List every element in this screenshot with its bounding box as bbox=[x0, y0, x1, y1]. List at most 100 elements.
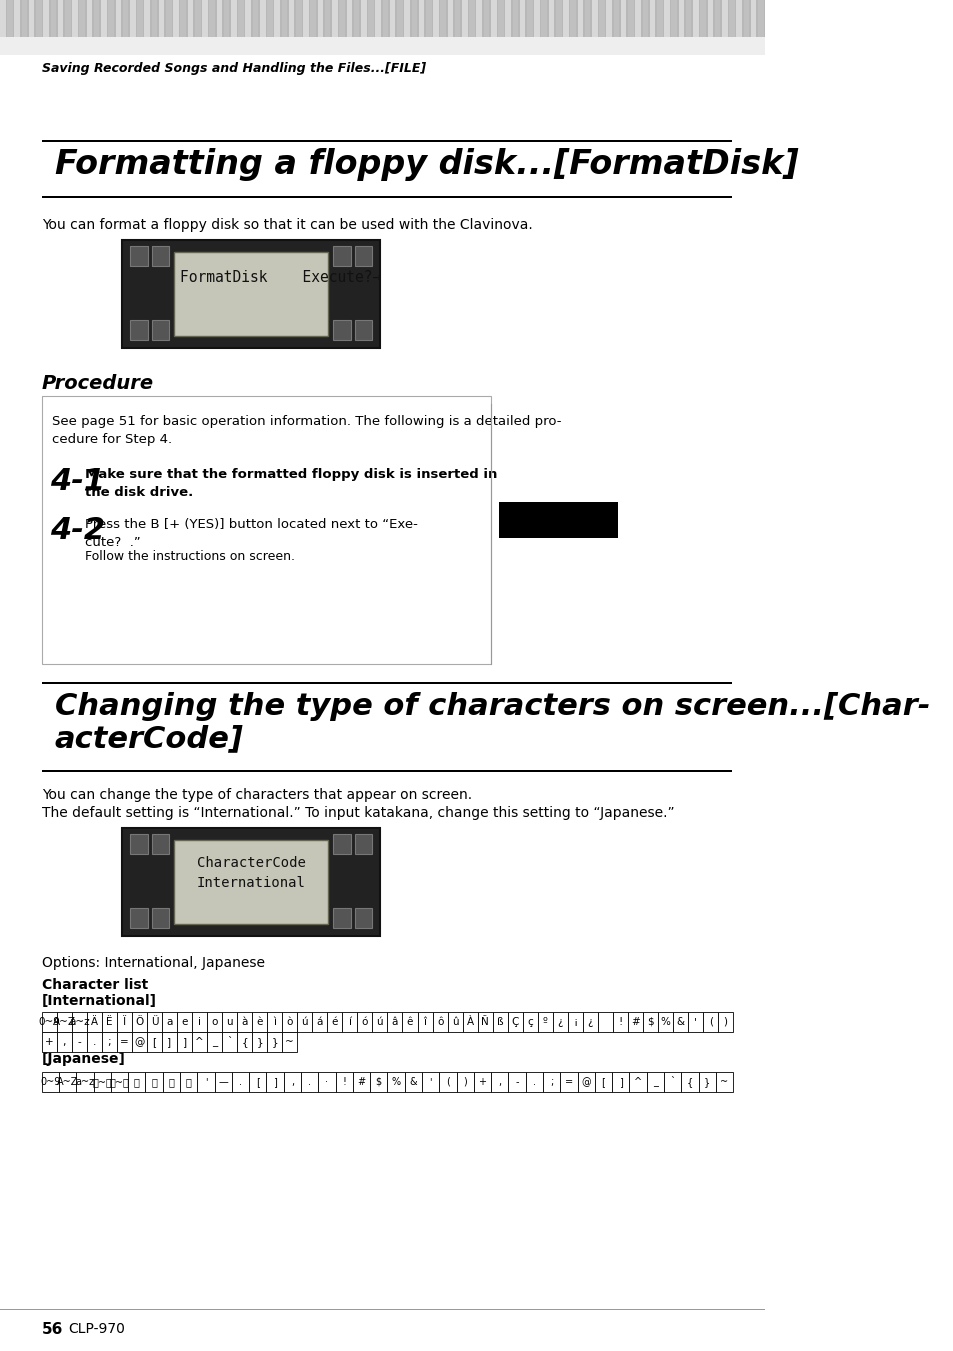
Bar bbox=[295, 0, 301, 47]
Text: ': ' bbox=[205, 1077, 207, 1088]
Text: ó: ó bbox=[361, 1017, 368, 1027]
Bar bbox=[327, 1012, 342, 1032]
Text: {: { bbox=[686, 1077, 693, 1088]
Bar bbox=[59, 1071, 76, 1092]
Bar bbox=[137, 0, 143, 47]
Bar bbox=[678, 0, 683, 47]
Bar bbox=[612, 1012, 627, 1032]
Bar bbox=[253, 0, 258, 47]
Bar bbox=[700, 0, 705, 47]
Bar bbox=[736, 0, 741, 47]
Bar bbox=[144, 0, 150, 47]
Bar bbox=[577, 1071, 595, 1092]
Bar bbox=[173, 0, 179, 47]
Text: Formatting a floppy disk...[FormatDisk]: Formatting a floppy disk...[FormatDisk] bbox=[54, 149, 798, 181]
Bar bbox=[355, 246, 372, 266]
Text: a~z: a~z bbox=[69, 1017, 90, 1027]
Text: ;: ; bbox=[108, 1038, 112, 1047]
Bar bbox=[387, 1012, 402, 1032]
Bar bbox=[433, 0, 438, 47]
Bar bbox=[721, 0, 727, 47]
Text: +: + bbox=[358, 326, 368, 335]
Bar bbox=[130, 320, 148, 340]
Bar bbox=[425, 0, 431, 47]
Bar bbox=[461, 0, 467, 47]
Bar bbox=[310, 0, 315, 47]
Bar bbox=[567, 1012, 582, 1032]
Bar bbox=[36, 0, 42, 47]
Bar bbox=[317, 0, 323, 47]
Text: ': ' bbox=[694, 1017, 697, 1027]
Bar bbox=[147, 1032, 162, 1052]
Bar bbox=[390, 0, 395, 47]
Text: ,: , bbox=[497, 1077, 501, 1088]
Text: _: _ bbox=[652, 1077, 658, 1088]
Text: Procedure: Procedure bbox=[42, 374, 153, 393]
Bar bbox=[411, 0, 416, 47]
Bar bbox=[128, 1071, 145, 1092]
Text: }: } bbox=[271, 1038, 277, 1047]
Bar bbox=[758, 0, 762, 47]
Bar bbox=[368, 0, 374, 47]
Text: =: = bbox=[564, 1077, 573, 1088]
Bar bbox=[552, 1012, 567, 1032]
Text: −: − bbox=[336, 913, 346, 923]
Text: }: } bbox=[703, 1077, 710, 1088]
Bar bbox=[214, 1071, 232, 1092]
Text: º: º bbox=[542, 1017, 547, 1027]
Text: À: À bbox=[466, 1017, 474, 1027]
Bar bbox=[65, 0, 71, 47]
Text: +: + bbox=[45, 1038, 53, 1047]
Text: #: # bbox=[357, 1077, 365, 1088]
Bar bbox=[93, 1071, 111, 1092]
Text: Ö: Ö bbox=[135, 1017, 143, 1027]
Bar bbox=[42, 770, 731, 771]
Text: [International]: [International] bbox=[42, 994, 156, 1008]
Text: -: - bbox=[77, 1038, 81, 1047]
Bar bbox=[14, 0, 20, 47]
Bar bbox=[303, 0, 309, 47]
Bar bbox=[56, 1012, 71, 1032]
Text: ¿: ¿ bbox=[587, 1017, 593, 1027]
Text: #: # bbox=[631, 1017, 639, 1027]
Text: You can change the type of characters that appear on screen.: You can change the type of characters th… bbox=[42, 788, 472, 802]
Bar bbox=[742, 0, 748, 47]
Bar bbox=[238, 0, 244, 47]
Text: ア~ン: ア~ン bbox=[92, 1077, 112, 1088]
Text: í: í bbox=[348, 1017, 351, 1027]
Text: é: é bbox=[332, 1017, 337, 1027]
Bar bbox=[584, 0, 590, 47]
Text: ¡: ¡ bbox=[573, 1017, 577, 1027]
Bar bbox=[354, 0, 359, 47]
Text: &: & bbox=[676, 1017, 684, 1027]
Bar bbox=[620, 0, 626, 47]
Bar bbox=[87, 1032, 102, 1052]
Text: A~Z: A~Z bbox=[57, 1077, 78, 1088]
Bar bbox=[370, 1071, 387, 1092]
Bar bbox=[163, 1071, 180, 1092]
Bar bbox=[375, 0, 380, 47]
Text: î: î bbox=[423, 1017, 426, 1027]
Text: ~: ~ bbox=[285, 1038, 294, 1047]
Bar bbox=[252, 1032, 267, 1052]
Bar bbox=[266, 1071, 283, 1092]
Bar bbox=[635, 0, 640, 47]
Text: `: ` bbox=[227, 1038, 232, 1047]
Bar bbox=[29, 0, 34, 47]
Bar bbox=[685, 0, 691, 47]
Bar bbox=[267, 1012, 282, 1032]
Text: [Japanese]: [Japanese] bbox=[42, 1052, 126, 1066]
Bar bbox=[418, 0, 424, 47]
Bar bbox=[252, 1012, 267, 1032]
Bar bbox=[245, 0, 251, 47]
Bar bbox=[132, 1012, 147, 1032]
Bar bbox=[209, 0, 214, 47]
Bar bbox=[259, 0, 265, 47]
Bar bbox=[283, 1071, 301, 1092]
Bar bbox=[222, 1032, 237, 1052]
Bar bbox=[197, 1071, 214, 1092]
Bar bbox=[687, 1012, 702, 1032]
Bar bbox=[115, 0, 121, 47]
Text: {: { bbox=[241, 1038, 248, 1047]
Bar bbox=[707, 0, 713, 47]
